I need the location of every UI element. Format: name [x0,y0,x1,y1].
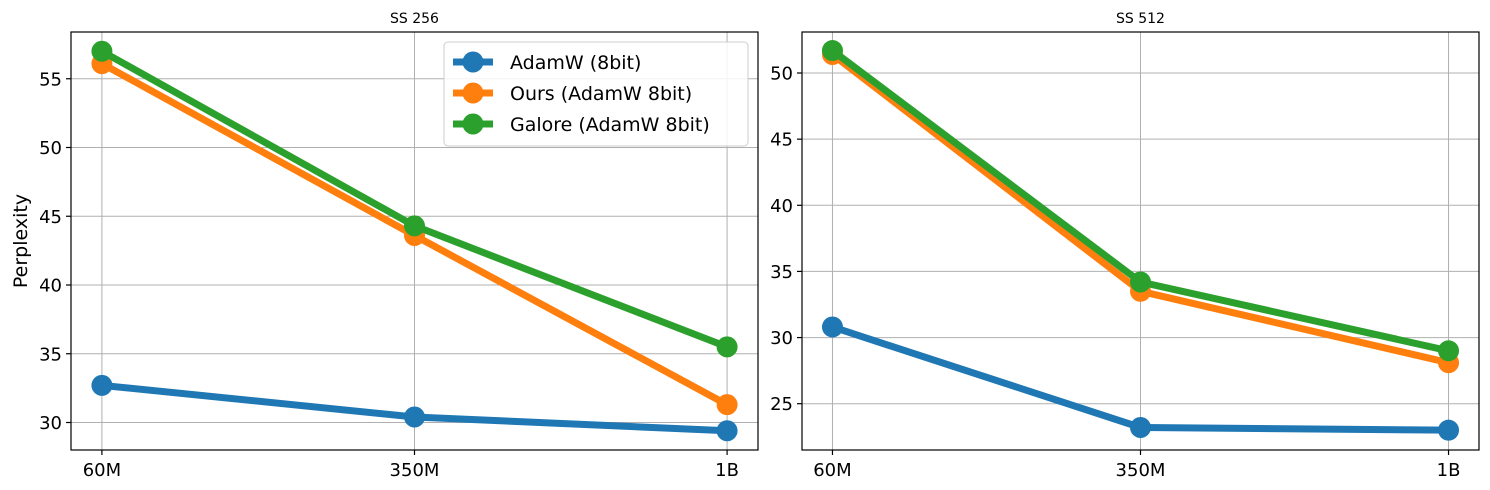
y-tick-label: 35 [39,344,62,365]
data-point [716,420,738,442]
data-point [404,215,425,237]
chart-title: SS 512 [1116,11,1165,27]
chart-title: SS 256 [390,11,439,27]
x-tick-label: 350M [390,460,440,481]
y-tick-label: 55 [39,69,62,90]
y-tick-label: 40 [39,276,62,297]
chart-panel-1: 30 35 40 45 50 55 60M 350M 1B SS 256 Perplexity Ada… [10,11,759,481]
data-point [1130,417,1151,439]
legend-entry-label: Ours (AdamW 8bit) [510,83,692,105]
chart-panel-2: 25 30 35 40 45 50 60M 350M 1B SS 512 [770,11,1480,481]
data-point [716,336,738,358]
y-tick-label: 45 [770,130,793,151]
y-tick-label: 25 [770,394,793,415]
legend-swatch-marker [462,51,484,73]
y-tick-label: 30 [39,413,62,434]
legend-entry-label: Galore (AdamW 8bit) [510,114,710,136]
legend: AdamW (8bit) Ours (AdamW 8bit) Galore (Ada… [443,41,749,147]
legend-swatch-marker [462,113,484,135]
y-axis-label: Perplexity [10,194,32,288]
data-point [1438,340,1460,362]
x-tick-label: 1B [1437,460,1461,481]
data-point [821,40,843,62]
x-tick-label: 60M [813,460,851,481]
x-tick-label: 350M [1116,460,1166,481]
data-point [821,316,843,338]
y-tick-label: 40 [770,196,793,217]
y-tick-label: 35 [770,262,793,283]
x-tick-label: 60M [83,460,121,481]
y-tick-label: 45 [39,207,62,228]
y-tick-label: 30 [770,328,793,349]
x-tick-label: 1B [715,460,739,481]
y-tick-label: 50 [39,138,62,159]
data-point [716,394,738,416]
legend-swatch-marker [462,82,484,104]
legend-box [443,41,749,147]
y-tick-label: 50 [770,64,793,85]
data-point [1130,271,1151,293]
data-point [91,40,113,62]
data-point [404,406,425,428]
legend-entry-label: AdamW (8bit) [510,52,641,74]
data-point [1438,419,1460,441]
data-point [91,374,113,396]
